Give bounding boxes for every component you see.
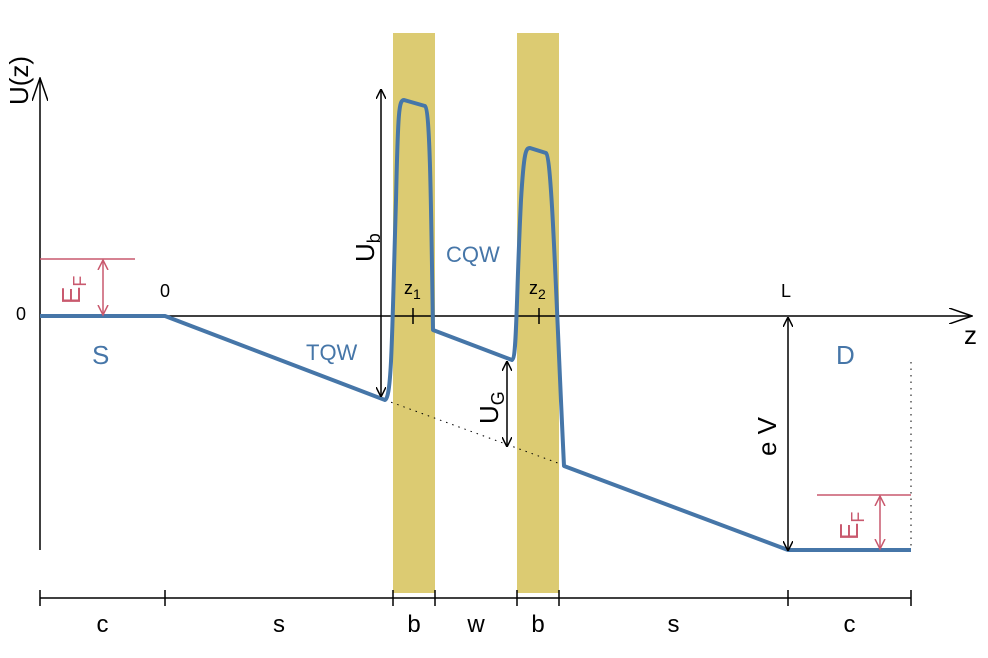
symbol: E [56, 287, 86, 304]
potential-curve [40, 98, 911, 552]
subscript: F [70, 276, 90, 287]
ug-label: UG [474, 391, 508, 424]
y-origin: 0 [16, 304, 26, 324]
segment-label: s [273, 611, 285, 638]
symbol: U [350, 243, 380, 262]
z1-label: z1 [404, 278, 421, 302]
cqw-label: CQW [446, 242, 500, 267]
subscript: b [364, 233, 384, 243]
subscript: G [488, 391, 508, 405]
ef-source-label: EF [56, 276, 90, 304]
drain-label: D [836, 340, 855, 370]
segment-label: w [466, 611, 485, 638]
symbol: z [404, 278, 413, 298]
y-axis-label: U(z) [4, 56, 34, 105]
symbol: E [834, 523, 864, 540]
segment-label: b [531, 611, 544, 638]
segment-label: b [407, 611, 420, 638]
tqw-label: TQW [306, 340, 358, 365]
z2-label: z2 [529, 278, 546, 302]
barrier-2 [517, 33, 559, 593]
ev-label: e V [752, 416, 782, 456]
symbol: z [529, 278, 538, 298]
ef-drain-label: EF [834, 512, 868, 540]
segment-label: c [97, 611, 109, 638]
source-label: S [92, 340, 109, 370]
segment-label: c [844, 611, 856, 638]
subscript: 1 [413, 286, 421, 302]
ub-label: Ub [350, 233, 384, 262]
x-axis-label: z [964, 320, 977, 350]
x-origin: 0 [160, 281, 170, 301]
segment-label: s [668, 611, 680, 638]
subscript: 2 [538, 286, 546, 302]
subscript: F [848, 512, 868, 523]
symbol: U [474, 405, 504, 424]
x-end: L [781, 281, 791, 301]
